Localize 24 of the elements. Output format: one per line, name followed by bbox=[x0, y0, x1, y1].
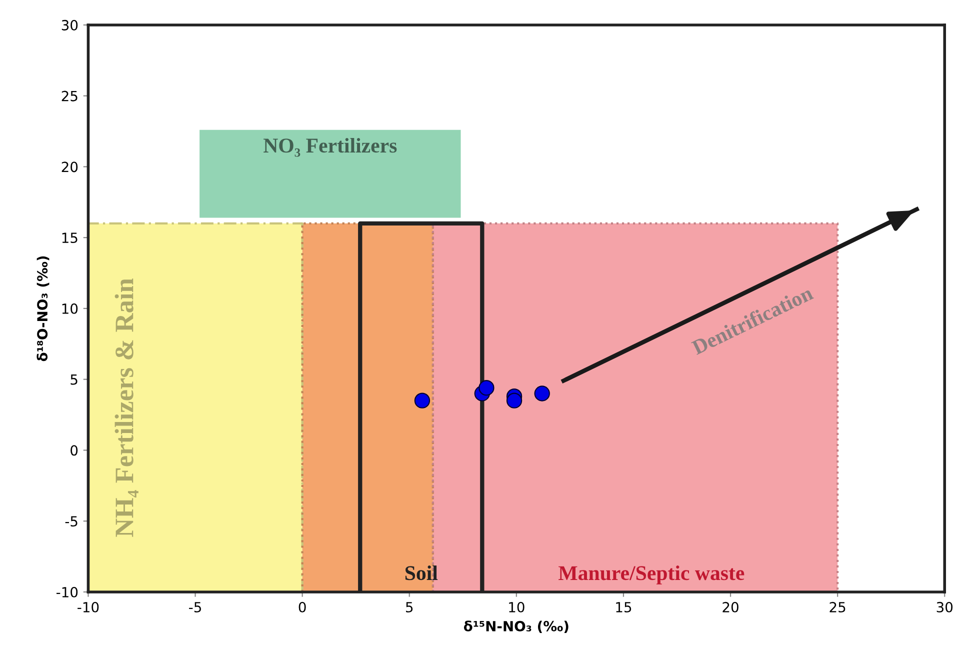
x-tick-label: 15 bbox=[616, 602, 632, 612]
x-tick-label: 0 bbox=[298, 602, 306, 612]
x-tick-label: 10 bbox=[509, 602, 524, 612]
series-label: NO₃ Fertilizers bbox=[264, 138, 397, 157]
series-label: Manure/Septic waste bbox=[558, 566, 744, 584]
y-tick-label: 10 bbox=[62, 303, 78, 314]
x-tick-label: -10 bbox=[78, 602, 99, 612]
x-tick-label: -5 bbox=[189, 602, 201, 612]
y-tick-label: 30 bbox=[62, 20, 78, 30]
x-tick-label: 30 bbox=[936, 602, 953, 612]
y-tick-label: 0 bbox=[70, 445, 78, 456]
y-tick-label: -5 bbox=[65, 516, 78, 527]
x-tick-label: 25 bbox=[830, 602, 846, 612]
y-tick-label: 5 bbox=[70, 374, 78, 385]
x-tick-label: 20 bbox=[722, 602, 738, 612]
y-axis-title: δ¹⁸O-NO₃ (‰) bbox=[36, 256, 50, 362]
y-tick-label: 20 bbox=[62, 162, 78, 172]
y-tick-label: 25 bbox=[62, 90, 78, 102]
y-tick-label: -10 bbox=[56, 586, 78, 598]
series-label: NH₄ Fertilizers & Rain bbox=[114, 278, 138, 537]
x-axis-title: δ¹⁵N-NO₃ (‰) bbox=[464, 620, 568, 634]
text: Soil bbox=[405, 566, 438, 580]
y-tick-label: 15 bbox=[62, 232, 78, 244]
x-tick-label: 5 bbox=[406, 602, 413, 612]
